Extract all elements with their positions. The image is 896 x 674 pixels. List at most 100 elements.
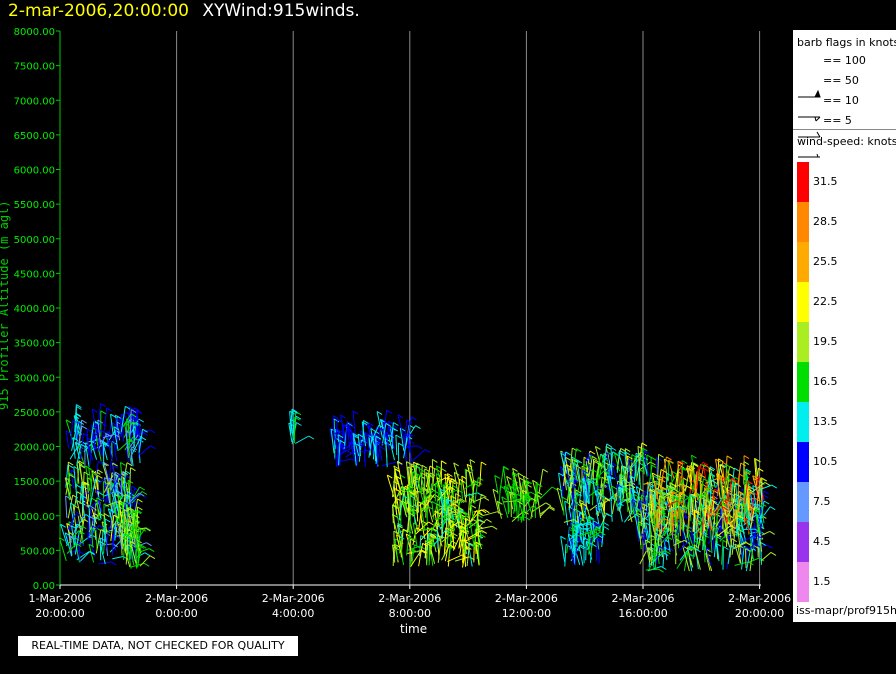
wind-barb-flag <box>589 521 595 526</box>
wind-barb-flag <box>686 525 692 529</box>
wind-barb <box>78 460 83 485</box>
wind-barb <box>467 529 482 540</box>
wind-barb-flag <box>98 460 104 465</box>
wind-barb <box>123 509 129 532</box>
wind-barb <box>124 436 134 451</box>
wind-barb-flag <box>106 407 112 412</box>
wind-barb <box>450 480 454 505</box>
wind-barb <box>646 481 655 505</box>
wind-barb-flag <box>137 498 143 503</box>
x-tick-time: 16:00:00 <box>618 607 667 620</box>
wind-barb-flag <box>100 429 106 434</box>
wind-barb-flag <box>446 504 453 509</box>
wind-barb <box>464 480 478 490</box>
wind-barb-flag <box>132 436 139 441</box>
wind-barb-flag <box>83 471 90 476</box>
wind-barb-flag <box>75 441 81 446</box>
wind-barb <box>437 486 451 501</box>
wind-barb-flag <box>433 489 439 494</box>
wind-barb <box>95 529 102 554</box>
wind-barb <box>469 522 475 547</box>
x-tick-time: 0:00:00 <box>155 607 197 620</box>
wind-barb <box>719 464 725 484</box>
wind-barb <box>426 543 428 566</box>
wind-barb <box>681 460 684 485</box>
wind-barb-flag <box>669 482 675 487</box>
wind-barb-flag <box>629 475 636 480</box>
wind-barb-flag <box>725 463 731 468</box>
wind-barb <box>624 451 628 472</box>
wind-barb-flag <box>497 500 503 505</box>
wind-barb-flag <box>745 548 751 553</box>
wind-barb-flag <box>571 456 577 461</box>
wind-barb <box>130 407 135 432</box>
wind-barb <box>616 448 622 470</box>
wind-barb-flag <box>628 458 634 463</box>
wind-barb <box>421 508 426 531</box>
wind-barb-flag <box>715 528 722 533</box>
wind-barb <box>91 409 97 433</box>
wind-barb <box>128 539 135 566</box>
wind-barb-flag <box>733 467 740 472</box>
y-tick-label: 6000.00 <box>14 166 55 177</box>
wind-barb <box>657 534 661 556</box>
wind-barb <box>749 545 754 572</box>
wind-barb-flag <box>337 418 343 423</box>
wind-barb-flag <box>641 442 648 447</box>
wind-barb-flag <box>416 445 423 450</box>
wind-barb-flag <box>680 467 686 471</box>
wind-barb-flag <box>448 543 454 548</box>
wind-barb-flag <box>416 462 422 467</box>
wind-barb <box>567 480 570 504</box>
y-tick-label: 4500.00 <box>14 269 55 280</box>
wind-barb-flag <box>122 501 128 506</box>
wind-barb-flag <box>715 535 722 540</box>
wind-barb-flag <box>432 458 438 463</box>
x-tick-date: 2-Mar-2006 <box>495 592 558 605</box>
wind-barb-flag <box>431 500 438 505</box>
wind-barb <box>90 478 96 505</box>
wind-barb <box>578 523 583 544</box>
wind-barb <box>651 503 659 527</box>
wind-barb-flag <box>466 463 473 468</box>
wind-barb-flag <box>714 488 720 493</box>
wind-barb-flag <box>617 484 623 488</box>
wind-barb-flag <box>385 431 391 436</box>
wind-barb <box>656 475 663 494</box>
wind-barb <box>88 516 91 539</box>
wind-barb <box>511 510 524 522</box>
wind-barb-flag <box>353 434 359 439</box>
wind-barb <box>97 492 102 520</box>
wind-barb <box>70 420 73 445</box>
colorbar-swatch <box>797 162 809 202</box>
wind-barb-flag <box>65 419 72 424</box>
wind-barb-flag <box>365 434 372 439</box>
wind-barb <box>425 472 432 498</box>
wind-barb <box>715 459 720 481</box>
wind-barb <box>681 484 685 513</box>
wind-barb <box>126 538 133 562</box>
wind-barb-flag <box>427 505 433 510</box>
wind-barb-flag <box>453 503 459 508</box>
wind-barb <box>110 515 115 541</box>
wind-barb-flag <box>731 542 737 547</box>
wind-barb-flag <box>746 542 752 546</box>
wind-barb-flag <box>125 430 132 435</box>
wind-barb <box>65 495 68 518</box>
wind-barb-flag <box>145 527 152 531</box>
wind-barb <box>712 525 721 541</box>
wind-barb <box>110 474 121 495</box>
wind-barb <box>364 432 371 451</box>
barb-row-50: == 50 <box>823 74 859 87</box>
wind-barb-flag <box>68 531 74 536</box>
wind-barb-flag <box>124 501 131 506</box>
wind-barb-flag <box>100 410 107 415</box>
wind-barb <box>345 427 348 448</box>
wind-barb-flag <box>104 477 110 481</box>
wind-barb <box>648 550 659 570</box>
wind-barb <box>105 527 110 551</box>
wind-barb <box>590 528 596 553</box>
wind-barb-flag <box>571 473 578 478</box>
y-tick-label: 500.00 <box>20 546 55 557</box>
wind-barb <box>703 468 708 489</box>
